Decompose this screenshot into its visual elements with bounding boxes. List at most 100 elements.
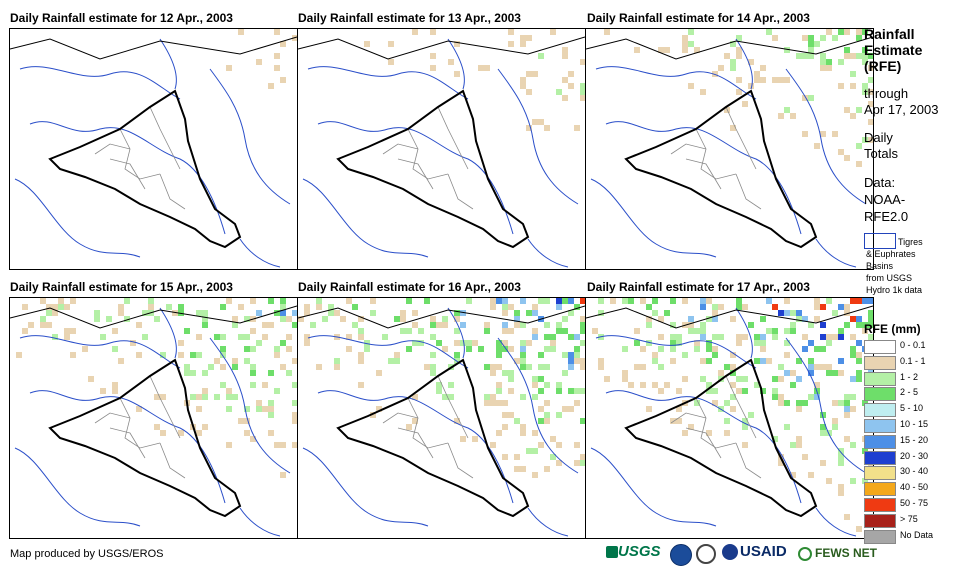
rain-cell: [832, 424, 838, 430]
rain-cell: [634, 340, 640, 346]
rain-cell: [520, 340, 526, 346]
rain-cell: [466, 298, 472, 304]
rain-cell: [796, 436, 802, 442]
rain-cell: [730, 370, 736, 376]
rain-cell: [388, 59, 394, 65]
rain-cell: [358, 382, 364, 388]
rain-cell: [532, 71, 538, 77]
rain-cell: [274, 53, 280, 59]
rain-cell: [544, 125, 550, 131]
rain-cell: [454, 340, 460, 346]
province-boundary: [159, 173, 186, 210]
map-canvas: [10, 29, 297, 268]
basin-legend-text: Tigres & Euphrates Basins from USGS Hydr…: [866, 236, 966, 296]
rain-cell: [532, 472, 538, 478]
basin-legend-line: Basins: [866, 261, 894, 271]
rain-cell: [262, 322, 268, 328]
rain-cell: [736, 334, 742, 340]
rain-cell: [268, 412, 274, 418]
rain-cell: [226, 388, 232, 394]
rain-cell: [730, 352, 736, 358]
legend-swatch: [864, 419, 896, 433]
rain-cell: [214, 358, 220, 364]
province-boundary: [382, 143, 419, 155]
rain-cell: [778, 460, 784, 466]
rain-cell: [424, 364, 430, 370]
basin-legend-line: & Euphrates: [866, 249, 916, 259]
rain-cell: [706, 340, 712, 346]
rain-cell: [826, 298, 832, 304]
rain-cell: [736, 388, 742, 394]
rain-cell: [250, 364, 256, 370]
rain-cell: [784, 340, 790, 346]
basin-outline: [239, 507, 281, 537]
rain-cell: [538, 406, 544, 412]
rain-cell: [490, 364, 496, 370]
legend-label: 0 - 0.1: [900, 340, 926, 350]
rain-cell: [490, 442, 496, 448]
rain-cell: [280, 77, 286, 83]
province-boundary: [109, 427, 146, 459]
rain-cell: [124, 298, 130, 304]
rain-cell: [646, 406, 652, 412]
rain-cell: [370, 412, 376, 418]
rain-cell: [520, 322, 526, 328]
rain-cell: [112, 388, 118, 394]
rain-cell: [568, 388, 574, 394]
rain-cell: [772, 376, 778, 382]
rain-cell: [754, 340, 760, 346]
rain-cell: [688, 29, 694, 35]
rain-cell: [556, 298, 562, 304]
rain-cell: [580, 322, 585, 328]
rain-cell: [154, 424, 160, 430]
rain-cell: [100, 388, 106, 394]
legend-label: 15 - 20: [900, 434, 929, 445]
rain-cell: [220, 334, 226, 340]
rain-cell: [490, 394, 496, 400]
rain-cell: [358, 352, 364, 358]
rain-cell: [514, 454, 520, 460]
rain-cell: [826, 29, 832, 35]
rain-cell: [730, 394, 736, 400]
rain-cell: [802, 95, 808, 101]
rain-cell: [640, 346, 646, 352]
rain-cell: [16, 352, 22, 358]
rain-cell: [472, 340, 478, 346]
rain-cell: [196, 406, 202, 412]
basin-outline: [497, 337, 579, 474]
rain-cell: [484, 394, 490, 400]
rain-cell: [424, 298, 430, 304]
legend-title: RFE (mm): [864, 322, 921, 336]
rain-cell: [862, 47, 868, 53]
rain-cell: [538, 418, 544, 424]
rain-cell: [430, 364, 436, 370]
rain-cell: [724, 364, 730, 370]
rain-cell: [640, 364, 646, 370]
rain-cell: [664, 310, 670, 316]
rain-cell: [850, 376, 856, 382]
rain-cell: [292, 412, 297, 418]
rain-cell: [832, 35, 838, 41]
neighbor-boundary: [298, 36, 585, 60]
rain-cell: [544, 382, 550, 388]
rain-cell: [826, 478, 832, 484]
rain-cell: [88, 376, 94, 382]
rain-cell: [106, 316, 112, 322]
province-boundary: [159, 442, 186, 479]
rain-cell: [526, 71, 532, 77]
basin-outline: [307, 335, 469, 369]
rain-cell: [496, 298, 502, 304]
rain-cell: [844, 394, 850, 400]
rain-cell: [574, 346, 580, 352]
rain-cell: [784, 424, 790, 430]
rain-cell: [190, 370, 196, 376]
rain-cell: [676, 388, 682, 394]
rain-cell: [766, 29, 772, 35]
rain-cell: [550, 346, 556, 352]
rain-cells: [226, 29, 297, 89]
rain-cell: [454, 352, 460, 358]
rain-cell: [268, 83, 274, 89]
rain-cell: [838, 400, 844, 406]
rain-cell: [508, 376, 514, 382]
rain-cell: [526, 448, 532, 454]
